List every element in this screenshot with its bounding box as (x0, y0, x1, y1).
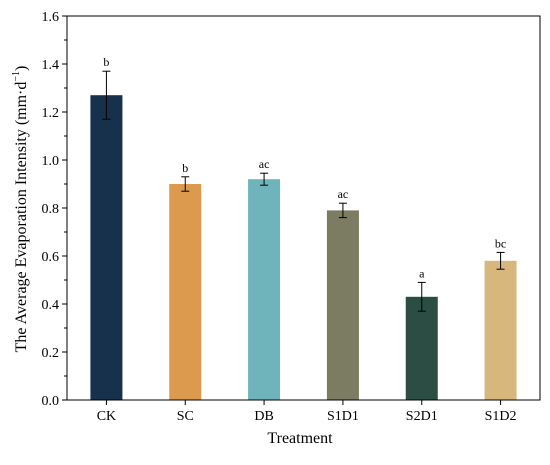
x-tick-label-s2d1: S2D1 (406, 409, 438, 424)
bar-ck (90, 95, 123, 400)
x-axis-title: Treatment (267, 430, 333, 447)
y-axis-title-main: The Average Evaporation Intensity (mm·d (13, 82, 30, 353)
bar-s2d1 (405, 296, 438, 400)
bar-db (248, 179, 281, 400)
y-tick-label-2: 0.4 (42, 298, 60, 313)
significance-label-sc: b (182, 161, 188, 175)
bar-sc (169, 184, 202, 400)
y-tick-label-4: 0.8 (42, 202, 60, 217)
y-tick-label-3: 0.6 (42, 250, 60, 265)
significance-label-s1d2: bc (495, 236, 506, 250)
y-axis-title-superscript: −1 (11, 71, 22, 82)
y-axis-title: The Average Evaporation Intensity (mm·d−… (11, 66, 30, 353)
y-tick-label-0: 0.0 (42, 394, 60, 409)
y-axis-title-group: The Average Evaporation Intensity (mm·d−… (11, 66, 30, 353)
y-tick-label-6: 1.2 (42, 106, 60, 121)
y-tick-label-8: 1.6 (42, 10, 60, 25)
x-tick-label-db: DB (254, 409, 273, 424)
x-tick-label-ck: CK (97, 409, 116, 424)
x-tick-label-sc: SC (177, 409, 194, 424)
significance-label-ck: b (103, 55, 109, 69)
x-tick-label-s1d2: S1D2 (485, 409, 517, 424)
significance-label-s1d1: ac (338, 187, 349, 201)
bar-s1d2 (484, 260, 517, 400)
significance-label-db: ac (259, 157, 270, 171)
y-tick-label-1: 0.2 (42, 346, 60, 361)
y-tick-label-7: 1.4 (42, 58, 60, 73)
y-axis-title-suffix: ) (13, 66, 30, 71)
y-tick-label-5: 1.0 (42, 154, 60, 169)
x-tick-label-s1d1: S1D1 (327, 409, 359, 424)
significance-label-s2d1: a (419, 266, 425, 280)
bar-s1d1 (326, 210, 359, 400)
plot-frame (66, 15, 541, 401)
plot-layer: b CK b SC ac DB ac S1D1 a S2D1 bc S1D2 0.0 0.2 0.4 0.6 0… (42, 10, 541, 424)
